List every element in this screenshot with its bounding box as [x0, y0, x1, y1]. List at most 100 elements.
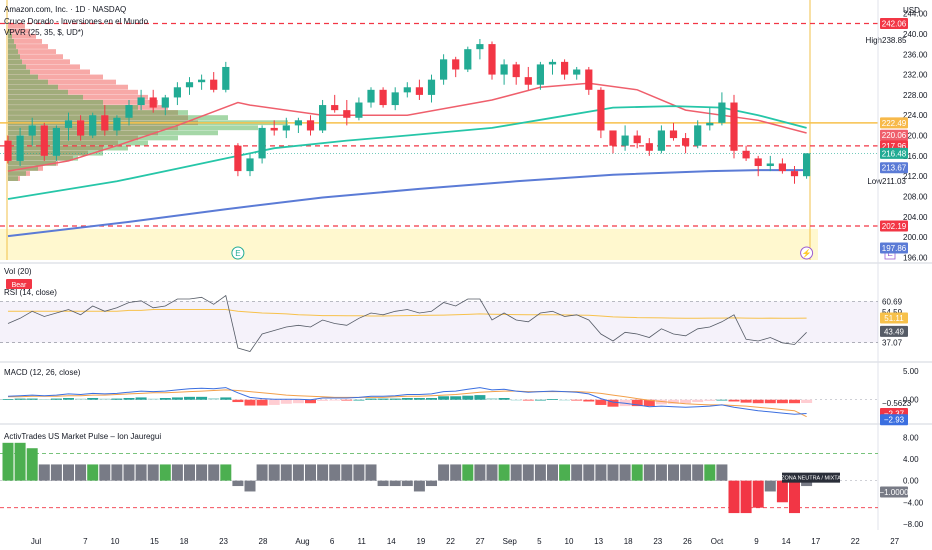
macd-hist-38: [462, 395, 474, 400]
price-tick-5: 216.00: [903, 152, 928, 161]
price-tick-10: 236.00: [903, 50, 928, 59]
time-tick-24: 17: [811, 537, 820, 546]
pulse-bar-46: [559, 464, 571, 481]
macd-hist-66: [801, 399, 813, 403]
pulse-bar-26: [317, 464, 329, 481]
rsi-level-3-bg: [880, 325, 908, 337]
candle-40: [488, 44, 496, 75]
pulse-bar-57: [692, 464, 704, 481]
macd-hist-24: [292, 399, 304, 404]
macd-hist-31: [377, 398, 389, 400]
vp-up-8: [8, 64, 26, 70]
candle-31: [379, 89, 387, 106]
time-tick-15: 5: [537, 537, 542, 546]
candle-32: [391, 92, 399, 106]
candle-64: [778, 163, 786, 172]
price-tick-3: 208.00: [903, 193, 928, 202]
candle-26: [319, 105, 327, 131]
pulse-bar-0: [2, 442, 14, 481]
macd-hist-18: [220, 397, 232, 400]
candle-39: [476, 44, 484, 50]
time-tick-17: 13: [594, 537, 603, 546]
candle-24: [294, 120, 302, 126]
macd-hist-54: [655, 399, 667, 405]
pulse-bar-19: [232, 480, 244, 487]
pulse-annotation: ZONA NEUTRA / MIXTA: [781, 476, 841, 482]
pulse-bar-44: [534, 464, 546, 481]
pulse-bar-30: [365, 464, 377, 481]
candle-0: [4, 140, 12, 161]
macd-hist-15: [184, 396, 195, 400]
price-tick-1: 200.00: [903, 233, 928, 242]
event-label-0: E: [235, 249, 240, 258]
macd-tick-0: 5.00: [903, 367, 919, 376]
pulse-bar-10: [123, 464, 135, 481]
candle-28: [343, 110, 351, 118]
price-label-2: 222.49: [882, 119, 907, 128]
candle-7: [89, 115, 97, 136]
pulse-bar-39: [474, 464, 486, 481]
pulse-bar-52: [631, 464, 643, 481]
macd-label-1: −2.37: [884, 409, 905, 418]
macd-title: MACD (12, 26, close): [4, 368, 81, 377]
pulse-bar-27: [329, 464, 341, 481]
time-tick-16: 10: [565, 537, 574, 546]
price-tick-0: 196.00: [903, 253, 928, 262]
vp-down-1: [8, 28, 30, 34]
macd-label-2: −2.93: [884, 416, 905, 425]
candle-20: [246, 158, 254, 172]
vp-up-9: [8, 69, 30, 75]
candle-37: [452, 59, 460, 70]
time-tick-10: 14: [387, 537, 396, 546]
macd-hist-12: [147, 398, 159, 400]
macd-hist-0: [2, 399, 14, 400]
pulse-bar-42: [510, 464, 522, 481]
macd-hist-11: [135, 397, 147, 400]
pulse-bar-33: [401, 480, 413, 487]
pulse-bar-37: [450, 464, 462, 481]
pulse-bar-40: [486, 464, 498, 481]
macd-hist-48: [583, 399, 595, 402]
pulse-bar-32: [389, 480, 401, 487]
macd-hist-3: [38, 399, 50, 400]
macd-hist-61: [740, 399, 752, 403]
macd-hist-47: [571, 399, 583, 401]
vp-down-4: [8, 44, 48, 49]
pulse-bar-9: [111, 464, 123, 481]
macd-hist-27: [329, 399, 341, 401]
price-tick-7: 224.00: [903, 111, 928, 120]
macd-hist-53: [643, 399, 655, 407]
time-tick-18: 18: [624, 537, 633, 546]
vp-up-11: [8, 79, 48, 85]
pulse-bar-48: [583, 464, 595, 481]
pulse-bar-15: [184, 464, 195, 481]
candle-43: [524, 77, 532, 85]
candle-57: [694, 125, 702, 146]
candle-6: [77, 120, 85, 136]
candle-45: [548, 61, 557, 65]
pulse-bar-23: [280, 464, 292, 481]
pulse-bar-59: [716, 464, 728, 481]
price-tick-8: 228.00: [903, 91, 928, 100]
price-tick-9: 232.00: [903, 71, 928, 80]
vp-up-6: [8, 54, 20, 60]
candle-41: [500, 64, 508, 75]
pulse-bar-54: [655, 464, 667, 481]
macd-hist-43: [522, 399, 534, 401]
candle-65: [790, 171, 799, 177]
pulse-bar-31: [377, 480, 389, 487]
price-label-1: 238.85: [882, 36, 907, 45]
macd-hist-1: [14, 398, 26, 400]
candle-3: [40, 125, 48, 156]
pulse-bar-5: [63, 464, 74, 481]
price-tick-6: 220.00: [903, 132, 928, 141]
macd-hist-65: [789, 399, 800, 404]
price-tick-12: 244.00: [903, 10, 928, 19]
candle-9: [113, 117, 121, 131]
macd-hist-22: [268, 399, 280, 405]
candle-51: [621, 135, 629, 146]
pulse-bar-21: [256, 464, 268, 481]
pulse-bar-49: [595, 464, 607, 481]
price-tick-4: 212.00: [903, 172, 928, 181]
